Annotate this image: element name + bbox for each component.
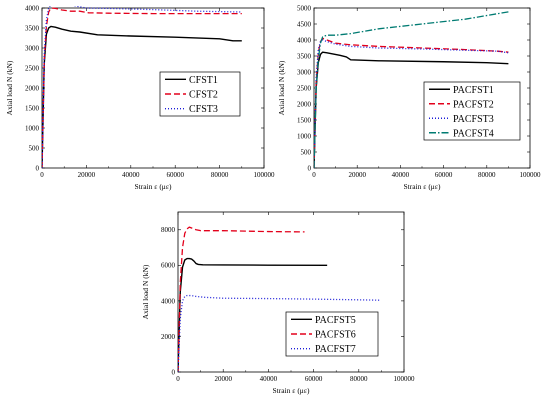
chart-3: 0 20000 40000 60000 80000 100000 0 2000 4000 6000… — [141, 211, 416, 395]
y-tick-label: 0 — [36, 164, 40, 172]
y-axis-title: Axial load N (kN) — [5, 60, 14, 115]
x-tick-label: 60000 — [435, 171, 453, 179]
y-tick-label: 1000 — [297, 132, 312, 140]
x-tick-label: 20000 — [348, 171, 366, 179]
series-line-cfst3 — [42, 6, 242, 168]
y-tick-label: 5000 — [297, 4, 312, 12]
x-tick-label: 40000 — [260, 375, 278, 383]
series-line-pacfst2 — [314, 37, 509, 168]
series-line-pacfst6 — [178, 226, 305, 372]
y-tick-label: 3000 — [297, 68, 312, 76]
legend: CFST1 CFST2 CFST3 — [159, 71, 241, 117]
legend-label: PACFST4 — [453, 128, 494, 139]
y-tick-label: 1500 — [297, 116, 312, 124]
y-tick-label: 3500 — [25, 24, 40, 32]
legend-label: CFST3 — [189, 104, 218, 115]
y-tick-label: 2000 — [297, 100, 312, 108]
x-tick-label: 40000 — [392, 171, 410, 179]
legend: PACFST1 PACFST2 PACFST3 PACFST4 — [423, 81, 521, 141]
series-line-pacfst5 — [178, 257, 328, 372]
series-line-pacfst4 — [314, 11, 509, 168]
y-tick-label: 3000 — [25, 44, 40, 52]
legend-label: PACFST5 — [315, 315, 356, 326]
y-axis-title: Axial load N (kN) — [277, 60, 286, 115]
y-tick-label: 500 — [29, 144, 40, 152]
y-tick-label: 2500 — [297, 84, 312, 92]
x-tick-label: 0 — [176, 375, 180, 383]
x-tick-label: 0 — [312, 171, 316, 179]
y-tick-label: 4000 — [297, 36, 312, 44]
chart-1: 0 20000 40000 60000 80000 100000 0 500 1000 1500 2… — [5, 4, 275, 191]
x-tick-label: 0 — [40, 171, 44, 179]
y-tick-label: 2000 — [25, 84, 40, 92]
y-tick-label: 0 — [308, 164, 312, 172]
x-axis-title: Strain ε (με) — [404, 182, 441, 191]
legend-label: PACFST7 — [315, 344, 356, 355]
y-tick-label: 1500 — [25, 104, 40, 112]
y-tick-label: 4000 — [161, 297, 176, 305]
x-tick-label: 80000 — [478, 171, 496, 179]
series-group — [314, 11, 509, 168]
y-tick-label: 2000 — [161, 333, 176, 341]
series-line-cfst1 — [42, 25, 242, 168]
y-tick-label: 500 — [301, 148, 312, 156]
x-tick-label: 100000 — [520, 171, 542, 179]
y-tick-label: 1000 — [25, 124, 40, 132]
y-tick-label: 6000 — [161, 262, 176, 270]
y-tick-label: 8000 — [161, 226, 176, 234]
y-tick-label: 2500 — [25, 64, 40, 72]
x-tick-label: 20000 — [214, 375, 232, 383]
x-tick-label: 20000 — [78, 171, 96, 179]
legend-label: PACFST2 — [453, 99, 494, 110]
x-tick-label: 60000 — [305, 375, 323, 383]
legend: PACFST5 PACFST6 PACFST7 — [285, 311, 379, 357]
legend-label: PACFST1 — [453, 85, 494, 96]
series-line-pacfst1 — [314, 51, 509, 168]
y-tick-label: 4500 — [297, 20, 312, 28]
x-tick-label: 80000 — [211, 171, 229, 179]
series-group — [178, 226, 380, 372]
x-tick-label: 40000 — [122, 171, 140, 179]
legend-label: CFST2 — [189, 90, 218, 101]
x-tick-label: 100000 — [254, 171, 276, 179]
x-tick-label: 60000 — [166, 171, 184, 179]
x-tick-label: 80000 — [350, 375, 368, 383]
x-tick-label: 100000 — [394, 375, 416, 383]
legend-box — [423, 81, 521, 141]
y-tick-label: 3500 — [297, 52, 312, 60]
y-axis-title: Axial load N (kN) — [141, 264, 150, 319]
series-group — [42, 6, 242, 168]
legend-label: PACFST3 — [453, 114, 494, 125]
y-tick-label: 4000 — [25, 4, 40, 12]
legend-label: CFST1 — [189, 75, 218, 86]
legend-label: PACFST6 — [315, 330, 356, 341]
y-tick-label: 0 — [172, 368, 176, 376]
chart-2: 0 20000 40000 60000 80000 100000 0 500 1000 1500 2… — [277, 4, 541, 191]
series-line-pacfst7 — [178, 294, 380, 372]
x-axis-title: Strain ε (με) — [135, 182, 172, 191]
x-axis-title: Strain ε (με) — [273, 386, 310, 395]
